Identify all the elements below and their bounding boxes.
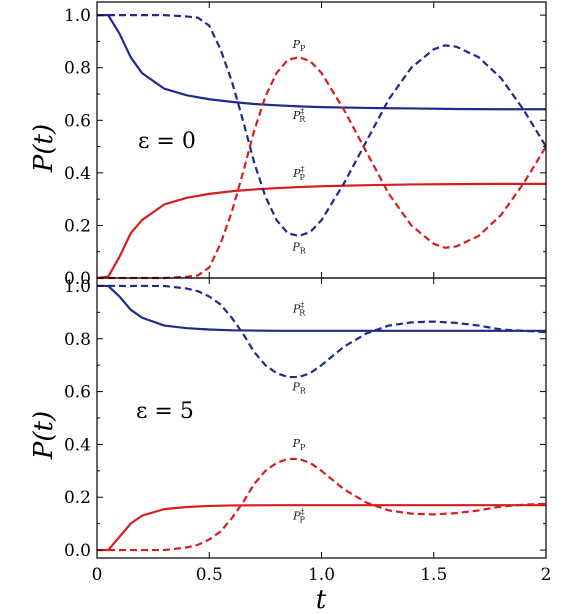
bot-series-dashed-blue <box>97 284 547 379</box>
xtick-label: 0.5 <box>196 565 223 585</box>
bottom-frame <box>96 277 547 559</box>
top-ytick-label: 0.0 <box>64 269 91 289</box>
bot-ytick-label: 0.0 <box>64 541 91 561</box>
top-series-dashed-blue <box>97 14 547 238</box>
bot-series-dashed-red <box>97 457 547 552</box>
bottom-y-axis-title: P(t) <box>29 411 59 460</box>
bottom-panel: 0.0 0.2 0.4 0.6 0.8 1.0 0 0.5 1.0 1.5 2 P‡ R PR PP P‡ P… <box>29 277 551 614</box>
top-curve-label: PP <box>292 38 306 53</box>
top-curves <box>96 14 547 280</box>
top-epsilon-annotation: ε = 0 <box>138 129 196 154</box>
bot-curve-label: PR <box>291 380 306 395</box>
top-panel: 0.0 0.2 0.4 0.6 0.8 1.0 PP P‡ R P‡ P PR P(t) ε = 0 <box>29 1 547 289</box>
bot-series-solid-blue <box>97 284 546 332</box>
bot-series-solid-red <box>97 504 546 552</box>
top-series-dashed-red <box>97 56 547 280</box>
top-series-solid-red <box>96 182 546 280</box>
bottom-curves <box>97 284 547 552</box>
bottom-curve-labels: P‡ R PR PP P‡ P <box>291 300 306 524</box>
bottom-ticks: 0.0 0.2 0.4 0.6 0.8 1.0 0 0.5 1.0 1.5 2 <box>64 277 551 585</box>
bot-ytick-label: 0.2 <box>64 488 91 508</box>
top-ytick-label: 0.2 <box>64 216 91 236</box>
bot-ytick-label: 1.0 <box>64 277 91 297</box>
bot-curve-label: PP <box>292 437 306 452</box>
top-ytick-label: 0.8 <box>64 59 91 79</box>
bot-ytick-label: 0.6 <box>64 383 91 403</box>
bot-curve-label: P‡ R <box>292 300 306 317</box>
top-y-axis-title: P(t) <box>29 124 59 173</box>
top-curve-label: P‡ R <box>292 107 306 124</box>
bot-ytick-label: 0.4 <box>64 435 91 455</box>
top-curve-label: P‡ P <box>292 165 305 182</box>
xtick-label: 2 <box>541 565 552 585</box>
bottom-epsilon-annotation: ε = 5 <box>136 399 194 424</box>
xtick-label: 1.0 <box>308 565 335 585</box>
xtick-label: 0 <box>92 565 103 585</box>
bot-curve-label: P‡ P <box>292 508 305 525</box>
top-ytick-label: 1.0 <box>64 6 91 26</box>
bot-ytick-label: 0.8 <box>64 330 91 350</box>
xtick-label: 1.5 <box>420 565 447 585</box>
top-series-solid-blue <box>97 14 546 111</box>
top-ytick-label: 0.6 <box>64 111 91 131</box>
top-curve-labels: PP P‡ R P‡ P PR <box>291 38 306 255</box>
x-axis-title: t <box>316 585 327 614</box>
top-ytick-label: 0.4 <box>64 164 91 184</box>
top-curve-label: PR <box>291 240 306 255</box>
top-ticks: 0.0 0.2 0.4 0.6 0.8 1.0 <box>64 2 547 289</box>
